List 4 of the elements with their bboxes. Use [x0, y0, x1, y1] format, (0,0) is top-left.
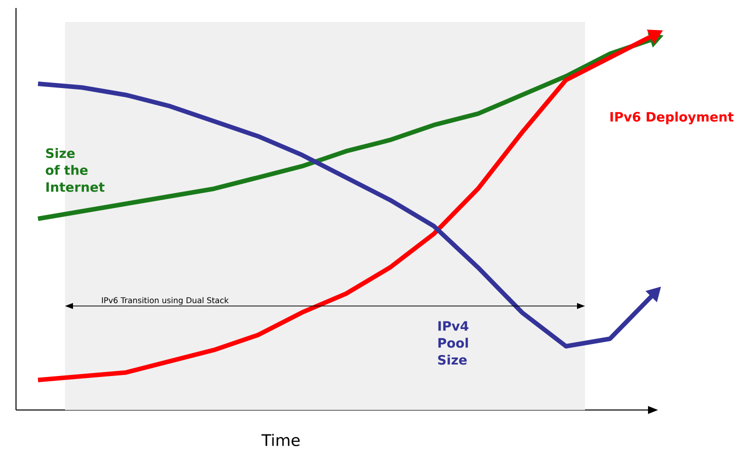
text: IPv4 Pool Size: [438, 321, 468, 365]
x-axis-title: Time: [261, 434, 300, 446]
series-label: Size of the Internet: [46, 148, 104, 192]
text: IPv6 Deployment: [610, 112, 734, 124]
